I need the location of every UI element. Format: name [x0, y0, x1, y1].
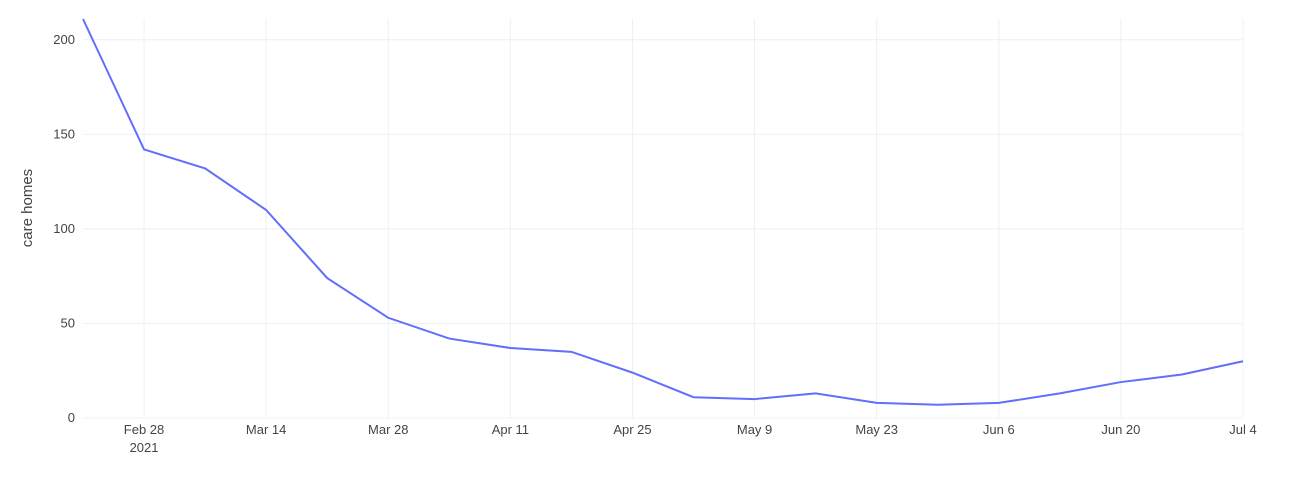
x-tick-label: Apr 25 — [613, 422, 651, 437]
y-tick-label: 100 — [53, 221, 75, 236]
x-tick-label: May 23 — [855, 422, 898, 437]
x-tick-label: Jun 6 — [983, 422, 1015, 437]
y-tick-label: 200 — [53, 32, 75, 47]
x-tick-label: Mar 14 — [246, 422, 286, 437]
x-tick-label: Jun 20 — [1101, 422, 1140, 437]
x-tick-label: Apr 11 — [492, 422, 529, 437]
y-axis-title: care homes — [19, 169, 36, 247]
x-tick-label: May 9 — [737, 422, 772, 437]
x-tick-label: Mar 28 — [368, 422, 408, 437]
data-line — [82, 18, 1244, 406]
x-tick-label: Feb 28 2021 — [124, 422, 164, 455]
y-tick-label: 50 — [61, 315, 75, 330]
y-tick-label: 0 — [68, 410, 75, 425]
x-tick-label: Jul 4 — [1229, 422, 1256, 437]
y-tick-label: 150 — [53, 126, 75, 141]
